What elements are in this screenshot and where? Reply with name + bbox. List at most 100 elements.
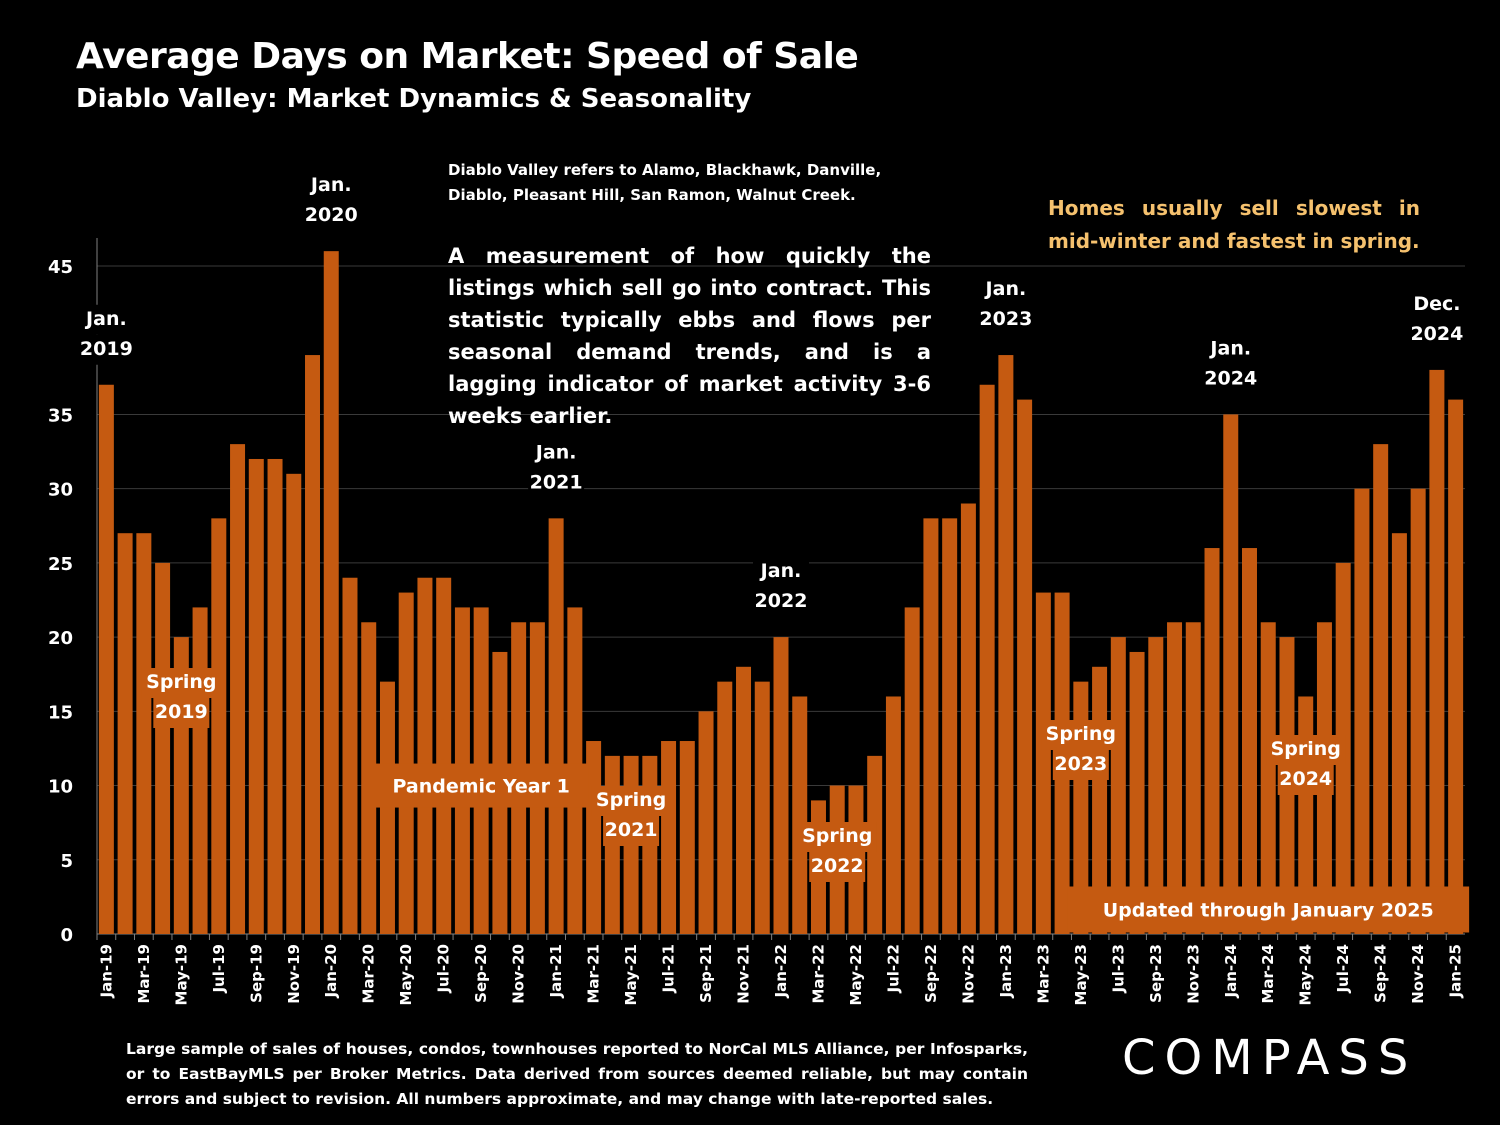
bar [1185,622,1201,934]
callout-label: Jan. [309,174,352,196]
bar [379,681,395,934]
callout-label: Spring [1046,723,1116,745]
y-tick-label: 25 [48,554,73,575]
callout-label: 2023 [1054,753,1107,775]
chart-title: Average Days on Market: Speed of Sale [76,36,859,77]
bar [1373,444,1389,934]
bar [230,444,246,934]
callout-label: 2019 [155,701,208,723]
callout-bg [1202,364,1259,395]
callout-label: Spring [596,789,666,811]
x-tick-label: Jul-20 [435,944,453,994]
bar [361,622,377,934]
callout-label: 2022 [755,590,808,612]
callout-bg [753,587,809,618]
y-tick-label: 20 [48,628,73,649]
callout-label: Spring [1271,738,1341,760]
x-tick-label: Sep-19 [247,944,265,1003]
x-tick-label: Jul-19 [210,944,228,994]
bar [548,518,564,934]
x-tick-label: Nov-22 [959,944,977,1004]
x-tick-label: Sep-21 [697,944,715,1003]
bar [679,741,695,934]
bar [1354,488,1370,934]
x-tick-label: Mar-24 [1259,944,1277,1004]
callout-bg [303,201,360,232]
bar [792,696,808,934]
x-tick-label: Mar-19 [135,944,153,1004]
callout-label: 2023 [979,308,1032,330]
x-tick-label: Jan-21 [547,944,565,998]
bar [885,696,901,934]
bar [398,592,414,934]
callout-bg [603,816,660,846]
callout-bg [797,822,877,852]
bar [436,577,452,934]
x-tick-label: Jul-23 [1109,944,1127,994]
bar [192,607,208,934]
callout-bg [809,852,866,882]
band-label: Pandemic Year 1 [392,776,569,798]
bar [1035,592,1051,934]
x-tick-label: Nov-19 [285,944,303,1004]
bar [1391,533,1407,934]
bar [1223,414,1239,934]
bar [942,518,958,934]
callout-bg [977,305,1034,336]
annotation-bands: Pandemic Year 1 Updated through January 2… [373,763,1470,933]
x-tick-label: Sep-20 [472,944,490,1003]
bar [211,518,227,934]
x-tick-label: Nov-21 [735,944,753,1004]
x-tick-label: Mar-20 [360,944,378,1004]
x-tick-label: Sep-23 [1147,944,1165,1003]
band-box [1067,886,1470,933]
x-tick-label: Jan-19 [97,944,115,998]
x-tick-label: Nov-23 [1184,944,1202,1004]
bar [267,458,283,934]
bar [305,355,321,935]
chart-subtitle: Diablo Valley: Market Dynamics & Seasona… [76,84,752,114]
x-tick-label: Nov-20 [510,944,528,1004]
x-tick-label: May-19 [172,944,190,1005]
callout-label: Spring [146,671,216,693]
bar [754,681,770,934]
bar [117,533,133,934]
bar [286,473,302,934]
bar [1448,399,1464,935]
x-tick-label: Sep-22 [922,944,940,1003]
x-tick-label: May-24 [1297,944,1315,1005]
callout-label: 2024 [1204,367,1257,389]
bar [323,251,339,935]
callout-label: Jan. [759,560,802,582]
x-tick-label: Jan-22 [772,944,790,998]
bar [136,533,152,934]
bar [923,518,939,934]
callout-bg [303,171,360,202]
bar [979,384,995,934]
x-tick-label: Jul-22 [884,944,902,994]
callout-bg [591,786,671,816]
y-tick-label: 5 [60,851,73,872]
x-tick-label: May-23 [1072,944,1090,1005]
bar [1148,637,1164,934]
callout-label: Jan. [984,278,1027,300]
callout-label: 2021 [605,819,658,841]
bar [698,711,714,934]
callout-bg [1052,750,1109,780]
bar [661,741,677,934]
callout-label: Spring [802,825,872,847]
band-label: Updated through January 2025 [1103,899,1434,921]
x-tick-label: Mar-23 [1034,944,1052,1004]
seasonality-note: Homes usually sell slowest in mid-winter… [1048,196,1420,253]
callout-label: 2021 [530,471,583,493]
callout-bg [78,304,135,335]
x-tick-label: Jul-21 [660,944,678,994]
bar [155,562,171,934]
callout-label: 2024 [1410,323,1463,345]
callout-label: Jan. [534,441,577,463]
callout-bg [153,698,210,728]
callout-label: Dec. [1413,293,1460,315]
compass-logo: COMPASS [1122,1030,1418,1086]
x-tick-label: Jul-24 [1334,944,1352,994]
